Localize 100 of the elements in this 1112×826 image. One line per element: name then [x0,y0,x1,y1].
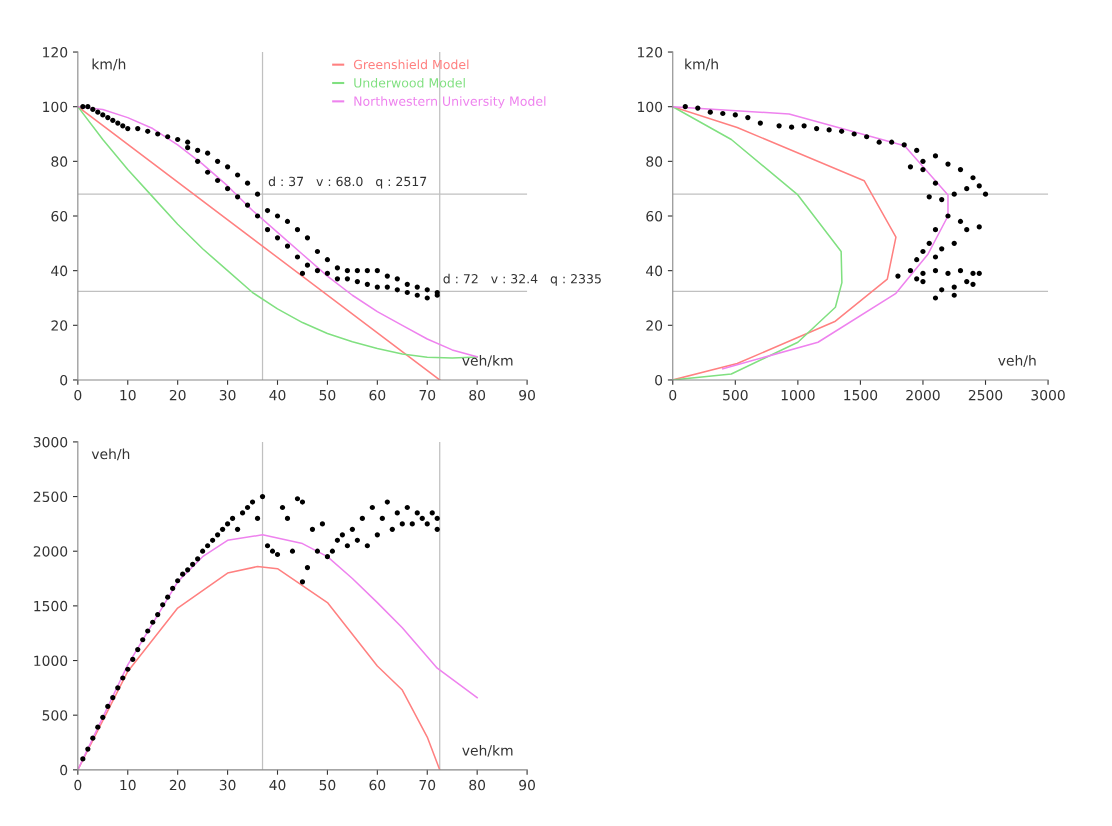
point [914,276,920,282]
point [889,139,895,145]
x-axis-title: veh/km [462,744,513,757]
point [907,164,914,170]
point [895,273,901,279]
y-tick-label: 20 [646,320,663,331]
point [964,186,970,192]
point [932,254,939,260]
point [939,287,945,293]
point [970,281,976,287]
point [757,120,763,126]
x-tick-label: 20 [169,779,186,791]
point [920,248,926,255]
y-tick-label: 3000 [33,436,68,448]
point [964,227,970,233]
point [932,227,939,233]
x-axis-title: veh/km [462,355,513,367]
point [932,153,939,159]
y-tick-label: 0 [655,374,663,386]
point [964,278,970,285]
line-series [672,105,949,370]
point [945,161,951,167]
y-tick-label: 0 [60,764,68,776]
point [851,131,857,137]
x-tick-label: 10 [120,779,136,791]
point [789,124,795,130]
x-tick-label: 0 [74,779,82,791]
point [907,268,914,274]
point [970,175,976,181]
y-tick-label: 40 [646,265,663,277]
point [839,128,845,134]
x-tick-label: 10 [120,389,136,401]
point [951,292,957,298]
point [976,183,982,189]
point [707,109,713,115]
legend-label: Underwood Model [354,77,465,88]
x-tick-label: 30 [219,779,236,791]
y-tick-label: 1500 [34,600,68,612]
point [926,240,932,246]
point [695,105,701,111]
point [926,194,932,200]
point [826,127,832,133]
x-tick-label: 20 [169,389,186,401]
x-tick-label: 0 [669,389,677,401]
point [876,139,882,145]
x-tick-label: 50 [319,779,336,791]
point [957,166,964,173]
y-tick-label: 500 [42,710,68,721]
point [920,158,926,164]
x-tick-label: 0 [74,389,82,401]
y-tick-label: 40 [51,265,68,277]
point [951,240,957,246]
y-tick-label: 100 [638,101,663,113]
y-tick-label: 2500 [33,491,68,503]
point [951,191,957,197]
y-tick-label: 60 [646,210,663,222]
x-tick-label: 1500 [844,389,878,401]
point [914,147,920,154]
y-tick-label: 120 [43,47,68,58]
y-axis-title: km/h [92,58,126,71]
y-tick-label: 60 [51,210,68,222]
point [776,123,782,129]
annotation: d : 72 v : 32.4 q : 2335 [443,273,601,286]
point [864,134,870,140]
annotation: d : 37 v : 68.0 q : 2517 [268,176,427,189]
y-axis-title: veh/h [91,448,130,461]
x-tick-label: 80 [469,779,486,791]
x-tick-label: 70 [419,389,436,401]
legend-label: Greenshield Model [353,59,469,70]
x-tick-label: 1000 [781,389,815,401]
x-tick-label: 40 [269,389,286,401]
x-tick-label: 2000 [906,389,940,401]
point [682,104,688,110]
point [970,270,976,276]
y-tick-label: 100 [43,101,68,113]
point [914,257,920,263]
point [951,284,957,290]
x-tick-label: 30 [219,389,236,401]
x-tick-label: 90 [519,779,535,791]
point [939,197,945,203]
point [720,110,726,117]
x-tick-label: 40 [269,779,286,791]
point [957,218,964,225]
x-tick-label: 50 [319,389,336,401]
y-axis-title: km/h [685,58,718,71]
point [976,224,982,230]
x-tick-label: 70 [419,779,436,791]
point [932,268,939,274]
point [976,270,982,276]
point [732,112,738,118]
y-tick-label: 2000 [33,546,68,557]
y-tick-label: 120 [638,47,663,58]
y-tick-label: 80 [646,156,663,167]
point [982,191,989,197]
point [920,278,926,285]
y-tick-label: 20 [51,320,68,331]
x-tick-label: 500 [723,389,748,401]
point [745,115,751,121]
legend-label: Northwestern University Model [354,96,546,109]
point [932,180,939,186]
